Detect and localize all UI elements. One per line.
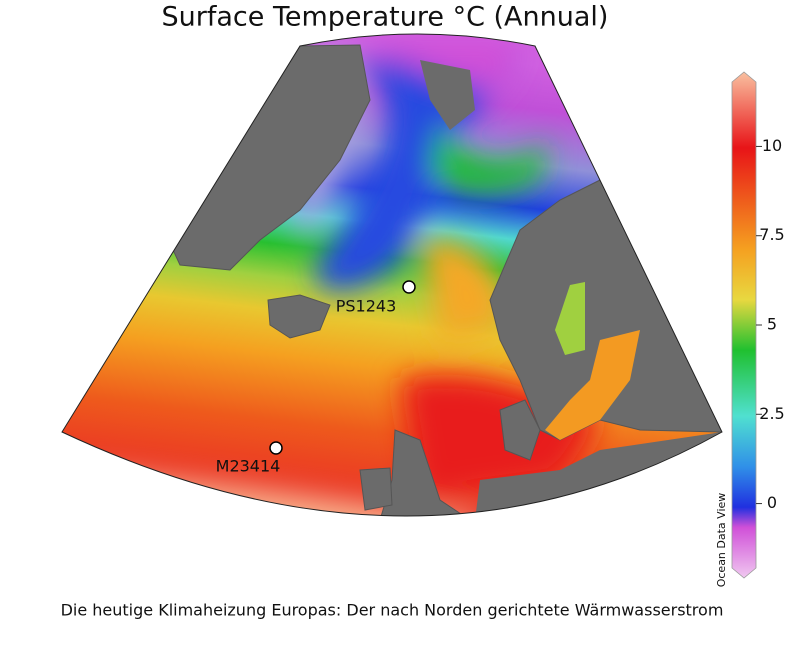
colorbar-tick-label: 2.5	[759, 404, 784, 423]
colorbar-label: Ocean Data View	[715, 493, 728, 588]
colorbar	[731, 71, 757, 579]
colorbar-tick-label: 10	[762, 136, 782, 155]
station-marker	[269, 441, 283, 455]
station-label: PS1243	[336, 297, 397, 316]
station-marker	[402, 280, 416, 294]
colorbar-tick-label: 5	[767, 315, 777, 334]
map-frame	[61, 33, 723, 517]
colorbar-tick-label: 0	[767, 493, 777, 512]
caption: Die heutige Klimaheizung Europas: Der na…	[61, 601, 724, 620]
map-title: Surface Temperature °C (Annual)	[162, 2, 609, 33]
sea-surface	[62, 34, 722, 516]
colorbar-tick-label: 7.5	[759, 225, 784, 244]
station-label: M23414	[216, 457, 281, 476]
